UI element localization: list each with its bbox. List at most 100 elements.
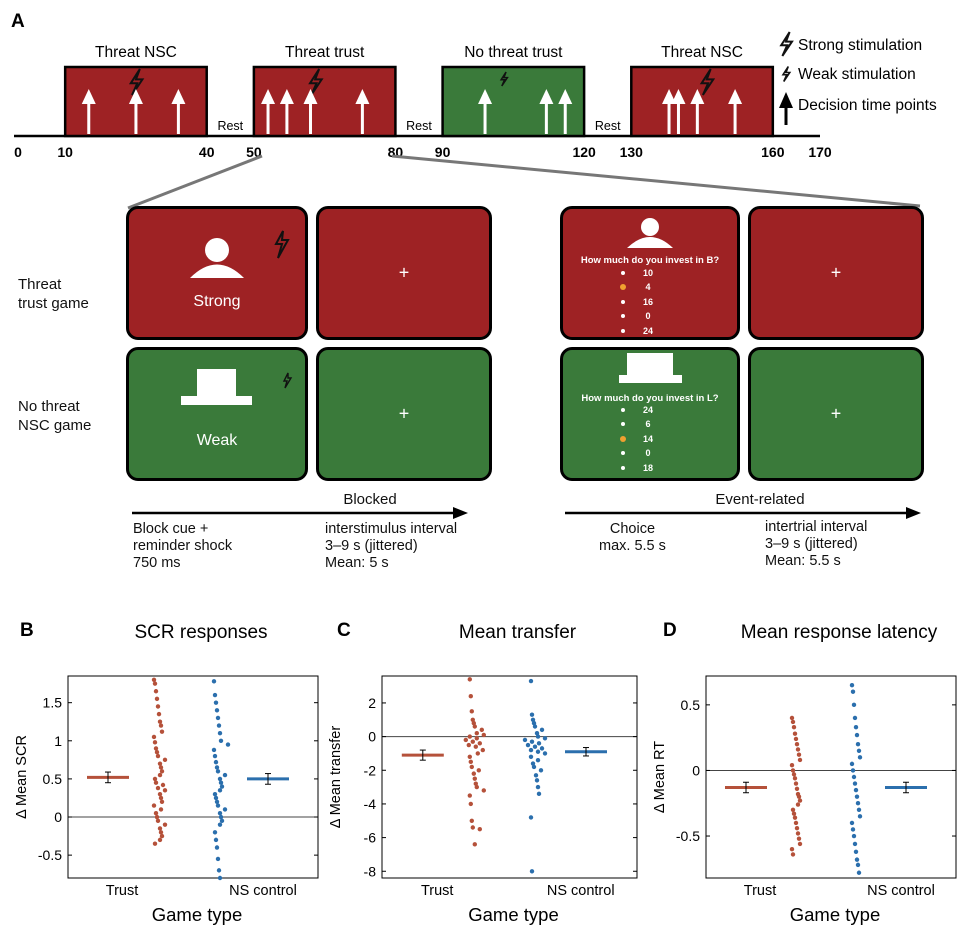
choice-option[interactable]: 10 <box>621 267 701 278</box>
chart-panel-B: B SCR responses -0.5 0 0.5 1 1.5 Δ Mean SCR Trus… <box>14 620 319 925</box>
choice-option[interactable]: 6 <box>621 419 701 430</box>
data-point <box>789 846 795 852</box>
data-point <box>154 814 160 820</box>
y-tick-label: -8 <box>364 863 377 879</box>
data-point <box>857 814 863 819</box>
data-point <box>793 736 799 742</box>
choice-option[interactable]: 24 <box>621 325 701 336</box>
data-point <box>214 845 220 850</box>
y-axis-label: Δ Mean transfer <box>328 726 344 829</box>
choice-option[interactable]: 18 <box>621 462 701 473</box>
y-tick-label: -0.5 <box>38 847 62 863</box>
data-point <box>532 724 538 729</box>
data-point <box>856 870 862 875</box>
data-point <box>530 761 536 766</box>
data-point <box>853 787 859 793</box>
data-point <box>535 757 541 763</box>
data-point <box>797 798 803 803</box>
data-point <box>153 689 159 694</box>
option-dot-icon <box>621 407 625 412</box>
data-point <box>153 746 159 751</box>
choice-option[interactable]: 16 <box>621 296 701 307</box>
data-point <box>525 742 531 748</box>
data-point <box>159 799 165 804</box>
decision-arrowhead-legend <box>779 92 793 108</box>
x-tick-label: Trust <box>744 883 777 899</box>
y-tick-label: 1.5 <box>43 695 63 711</box>
data-point <box>851 833 857 839</box>
data-point <box>162 788 168 793</box>
option-value: 0 <box>645 311 651 322</box>
data-point <box>155 704 161 709</box>
choice-option[interactable]: 14 <box>620 433 701 444</box>
decision-arrowhead <box>671 89 686 104</box>
data-point <box>158 830 164 835</box>
screen-nothreat-fixation: + <box>316 347 492 481</box>
data-point <box>470 825 475 830</box>
data-point <box>542 736 548 741</box>
y-tick-label: -4 <box>364 796 377 812</box>
data-point <box>467 793 472 798</box>
x-tick-label: NS control <box>229 883 297 899</box>
data-point <box>481 732 486 738</box>
option-dot-icon <box>621 270 625 275</box>
tick-label: 40 <box>199 144 215 160</box>
data-point <box>469 818 474 823</box>
data-point <box>539 746 545 751</box>
data-point <box>162 822 168 827</box>
data-point <box>532 744 538 749</box>
charts: B SCR responses -0.5 0 0.5 1 1.5 Δ Mean SCR Trus… <box>14 620 957 925</box>
data-point <box>533 773 539 778</box>
data-point <box>850 827 856 832</box>
data-point <box>790 768 796 773</box>
row-label-nothreat: No threat NSC game <box>18 398 92 434</box>
event-related-label: Event-related <box>715 491 805 508</box>
data-point <box>159 833 165 839</box>
block-1 <box>252 65 397 138</box>
data-point <box>792 731 798 736</box>
tick-label: 50 <box>246 144 262 160</box>
decision-arrowhead <box>128 89 143 104</box>
data-point <box>213 795 219 801</box>
person-icon <box>627 218 673 248</box>
choice-option[interactable]: 4 <box>620 282 701 292</box>
tick-label: 130 <box>620 144 644 160</box>
data-point <box>849 761 855 767</box>
data-point <box>856 748 862 753</box>
decision-arrowhead <box>558 89 573 104</box>
panel-letter: C <box>337 620 351 641</box>
data-point <box>211 747 217 753</box>
data-point <box>471 720 476 726</box>
data-point <box>528 815 534 820</box>
strong-bolt-icon <box>779 31 794 57</box>
decision-arrowhead <box>662 89 677 104</box>
choice-option[interactable]: 24 <box>621 404 701 415</box>
chart-panel-D: D Mean response latency -0.5 0 0.5 Δ Mean RT T… <box>652 620 957 925</box>
data-point <box>216 723 222 728</box>
block-3 <box>630 65 775 138</box>
option-dot-icon <box>621 465 625 470</box>
data-point <box>853 849 859 854</box>
data-point <box>789 715 795 721</box>
data-point <box>214 708 220 713</box>
block-cue-text: Block cue + reminder shock 750 ms <box>133 521 233 571</box>
screen-nothreat-cue: Weak <box>126 347 308 481</box>
x-tick-label: Trust <box>106 883 139 899</box>
data-point <box>153 811 159 816</box>
data-point <box>855 742 861 747</box>
data-point <box>467 734 472 739</box>
option-value: 14 <box>642 433 653 444</box>
rest-label: Rest <box>595 119 621 133</box>
option-value: 6 <box>645 419 651 430</box>
option-dot-icon <box>621 314 625 319</box>
option-value: 16 <box>642 296 653 307</box>
choice-option[interactable]: 0 <box>621 311 701 322</box>
data-point <box>791 724 797 730</box>
data-point <box>535 784 541 790</box>
choice-option[interactable]: 0 <box>621 448 701 458</box>
y-tick-label: 1 <box>54 733 62 749</box>
data-point <box>522 737 528 743</box>
option-dot-icon <box>621 299 625 304</box>
data-point <box>218 780 224 785</box>
data-point <box>217 875 223 881</box>
